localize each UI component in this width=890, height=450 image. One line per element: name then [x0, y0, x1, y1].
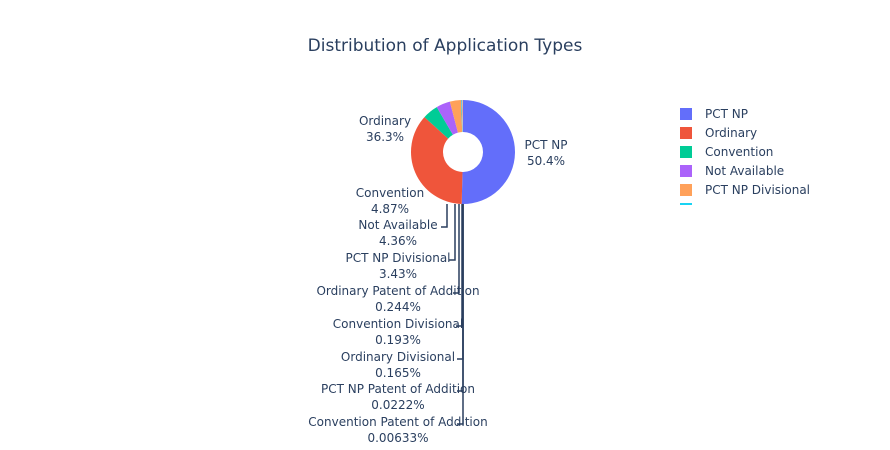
slice-label-percent: 0.165%	[375, 366, 421, 380]
legend-swatch	[680, 184, 692, 196]
legend-label: Ordinary	[705, 126, 757, 140]
pie-slice-pct-np[interactable]	[461, 100, 515, 204]
legend-label: Convention	[705, 145, 773, 159]
leader-line-convention-divisional	[456, 204, 463, 327]
legend-swatch	[680, 146, 692, 158]
legend-swatch	[680, 108, 692, 120]
pie-slice-pct-np-divisional[interactable]	[449, 100, 463, 133]
slice-label-name: Ordinary Patent of Addition	[316, 284, 479, 298]
legend-label: PCT NP Divisional	[705, 183, 810, 197]
slice-label-percent: 3.43%	[379, 267, 417, 281]
leader-line-not-available	[441, 204, 448, 228]
leader-line-pct-np-divisional	[449, 204, 456, 261]
slice-label-percent: 50.4%	[527, 154, 565, 168]
slice-label-name: Convention Divisional	[333, 317, 463, 331]
slice-label-name: Convention Patent of Addition	[308, 415, 487, 429]
slice-label-name: Ordinary Divisional	[341, 350, 455, 364]
legend-item-convention[interactable]: Convention	[680, 145, 773, 159]
slice-label-convention-patent-of-addition: Convention Patent of Addition 0.00633%	[308, 415, 487, 445]
legend-item-pct-np-divisional[interactable]: PCT NP Divisional	[680, 183, 810, 197]
slice-label-ordinary-divisional: Ordinary Divisional 0.165%	[341, 350, 455, 380]
slice-label-pct-np-patent-of-addition: PCT NP Patent of Addition 0.0222%	[321, 382, 475, 412]
slice-labels: PCT NP 50.4% Ordinary 36.3% Convention 4.87% N…	[308, 114, 567, 445]
slice-label-name: PCT NP Divisional	[345, 251, 450, 265]
slice-label-not-available: Not Available 4.36%	[358, 218, 437, 248]
chart-title: Distribution of Application Types	[308, 36, 583, 56]
slice-label-percent: 4.36%	[379, 234, 417, 248]
slice-label-convention-divisional: Convention Divisional 0.193%	[333, 317, 463, 347]
legend-swatch-partial	[680, 203, 692, 205]
legend-item-not-available[interactable]: Not Available	[680, 164, 784, 178]
slice-label-name: Convention	[356, 186, 424, 200]
legend: PCT NP Ordinary Convention Not Available PCT…	[680, 107, 810, 205]
slice-label-ordinary: Ordinary 36.3%	[359, 114, 411, 144]
legend-label: PCT NP	[705, 107, 748, 121]
slice-label-percent: 0.244%	[375, 300, 421, 314]
label-leader-lines	[441, 204, 464, 425]
slice-label-pct-np-divisional: PCT NP Divisional 3.43%	[345, 251, 450, 281]
slice-label-pct-np: PCT NP 50.4%	[525, 138, 568, 168]
legend-item-ordinary[interactable]: Ordinary	[680, 126, 757, 140]
slice-label-convention: Convention 4.87%	[356, 186, 424, 216]
slice-label-percent: 0.00633%	[367, 431, 428, 445]
slice-label-name: Ordinary	[359, 114, 411, 128]
pie-slice-ordinary[interactable]	[410, 117, 463, 204]
slice-label-percent: 36.3%	[366, 130, 404, 144]
slice-label-name: PCT NP Patent of Addition	[321, 382, 475, 396]
legend-item-pct-np[interactable]: PCT NP	[680, 107, 748, 121]
leader-line-ordinary-patent-of-addition	[453, 204, 460, 294]
pie-slice-not-available[interactable]	[436, 101, 458, 135]
slice-label-ordinary-patent-of-addition: Ordinary Patent of Addition 0.244%	[316, 284, 479, 314]
slice-label-percent: 0.193%	[375, 333, 421, 347]
slice-label-percent: 0.0222%	[371, 398, 424, 412]
pie-slice-ordinary-patent-of-addition[interactable]	[460, 100, 463, 133]
leader-line-convention-patent-of-addition	[457, 204, 464, 425]
pie-slice-convention-divisional[interactable]	[461, 100, 463, 133]
legend-label: Not Available	[705, 164, 784, 178]
legend-swatch	[680, 165, 692, 177]
slice-label-name: Not Available	[358, 218, 437, 232]
legend-swatch	[680, 127, 692, 139]
slice-label-name: PCT NP	[525, 138, 568, 152]
slice-label-percent: 4.87%	[371, 202, 409, 216]
pie-slice-ordinary-divisional[interactable]	[462, 100, 463, 133]
pie-slice-convention[interactable]	[424, 107, 453, 139]
pie-slices	[410, 100, 515, 204]
